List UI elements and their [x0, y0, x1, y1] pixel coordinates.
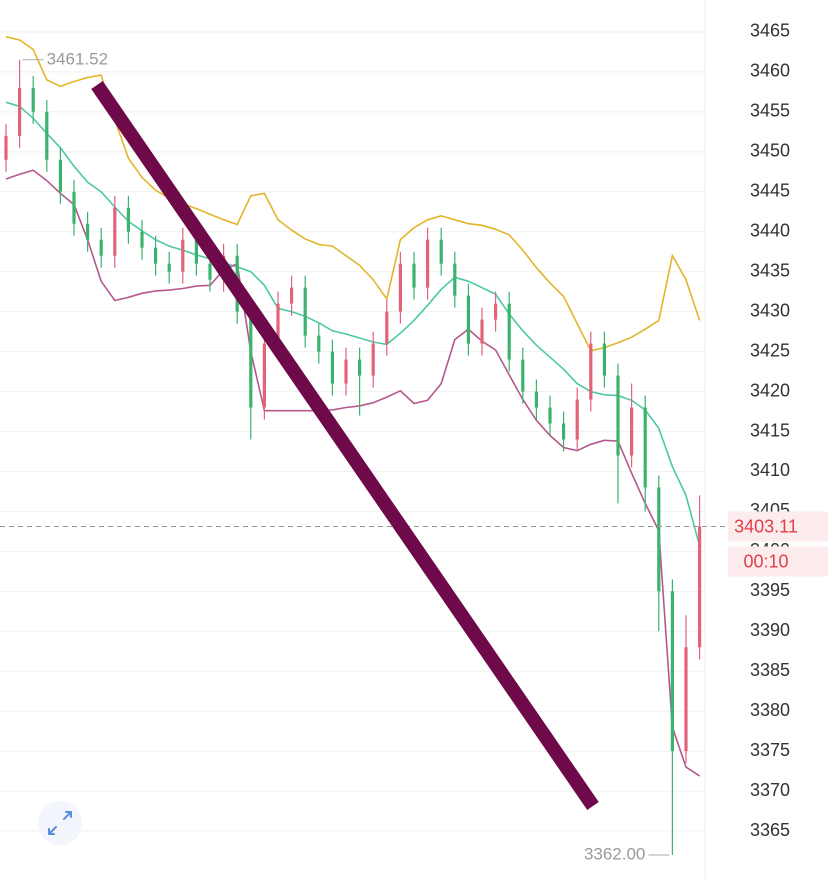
candle-body	[657, 487, 661, 592]
candle-body	[4, 135, 8, 160]
candle-body	[439, 239, 443, 264]
candle-body	[412, 263, 416, 288]
candle-body	[385, 311, 389, 344]
candle-body	[616, 375, 620, 456]
candle-body	[589, 343, 593, 400]
countdown-label: 00:10	[743, 551, 788, 571]
countdown-box	[728, 546, 828, 577]
y-tick-label: 3460	[750, 61, 790, 81]
candle-body	[290, 287, 294, 304]
candle-body	[494, 303, 498, 320]
expand-button[interactable]	[38, 801, 82, 845]
candle-body	[371, 343, 375, 376]
candle-body	[72, 191, 76, 224]
candle-body	[126, 207, 130, 232]
candle-body	[86, 223, 90, 240]
y-tick-label: 3450	[750, 141, 790, 161]
y-tick-label: 3455	[750, 101, 790, 121]
y-tick-label: 3365	[750, 820, 790, 840]
y-tick-label: 3380	[750, 700, 790, 720]
y-tick-label: 3385	[750, 660, 790, 680]
expand-button-bg[interactable]	[38, 801, 82, 845]
candle-body	[140, 231, 144, 248]
candle-body	[18, 87, 22, 136]
y-tick-label: 3395	[750, 580, 790, 600]
candle-body	[276, 303, 280, 344]
candle-body	[113, 207, 117, 256]
candle-body	[643, 407, 647, 488]
candle-body	[562, 423, 566, 440]
y-tick-label: 3430	[750, 300, 790, 320]
y-tick-label: 3375	[750, 740, 790, 760]
candle-body	[194, 239, 198, 264]
y-tick-label: 3390	[750, 620, 790, 640]
y-tick-label: 3445	[750, 181, 790, 201]
candle-body	[630, 407, 634, 456]
candle-body	[154, 247, 158, 264]
candle-body	[426, 239, 430, 288]
candle-body	[45, 111, 49, 160]
candle-body	[167, 263, 171, 272]
grid	[0, 31, 705, 832]
candle-body	[358, 359, 362, 376]
candle-body	[344, 359, 348, 384]
candle-body	[317, 335, 321, 352]
candle-body	[575, 399, 579, 440]
candle-body	[521, 359, 525, 392]
y-tick-label: 3465	[750, 21, 790, 41]
max-label: 3461.52	[47, 49, 108, 68]
candle-body	[398, 263, 402, 312]
y-tick-label: 3410	[750, 460, 790, 480]
y-axis: 3365337033753380338533903395340034053410…	[750, 21, 790, 840]
candle-body	[534, 391, 538, 408]
indicator-lines	[5, 36, 701, 777]
expand-icon[interactable]	[48, 811, 72, 835]
candle-body	[684, 647, 688, 752]
overlay: 3461.52 3362.00 3403.11 00:10	[0, 49, 828, 864]
candle-body	[602, 343, 606, 376]
y-tick-label: 3415	[750, 420, 790, 440]
candle-body	[31, 87, 35, 112]
y-tick-label: 3425	[750, 340, 790, 360]
min-label: 3362.00	[584, 845, 645, 864]
candle-body	[480, 319, 484, 344]
candle-body	[698, 526, 702, 648]
candle-body	[303, 287, 307, 336]
y-tick-label: 3435	[750, 260, 790, 280]
candle-body	[670, 591, 674, 752]
y-tick-label: 3370	[750, 780, 790, 800]
trend-drawing	[91, 81, 599, 810]
candle-body	[453, 263, 457, 296]
candle-body	[208, 263, 212, 280]
y-tick-label: 3420	[750, 380, 790, 400]
candle-body	[262, 343, 266, 408]
candle-body	[507, 303, 511, 360]
candle-body	[181, 239, 185, 272]
indicator-line	[5, 169, 701, 777]
candle-body	[99, 239, 103, 256]
indicator-line	[5, 36, 701, 352]
candle-body	[249, 311, 253, 408]
candle-body	[466, 295, 470, 344]
indicator-line	[5, 101, 701, 547]
candle-body	[58, 159, 62, 192]
last-price-box	[728, 511, 828, 542]
y-tick-label: 3440	[750, 220, 790, 240]
last-price-label: 3403.11	[734, 516, 798, 536]
candle-body	[548, 407, 552, 424]
candle-body	[330, 351, 334, 384]
